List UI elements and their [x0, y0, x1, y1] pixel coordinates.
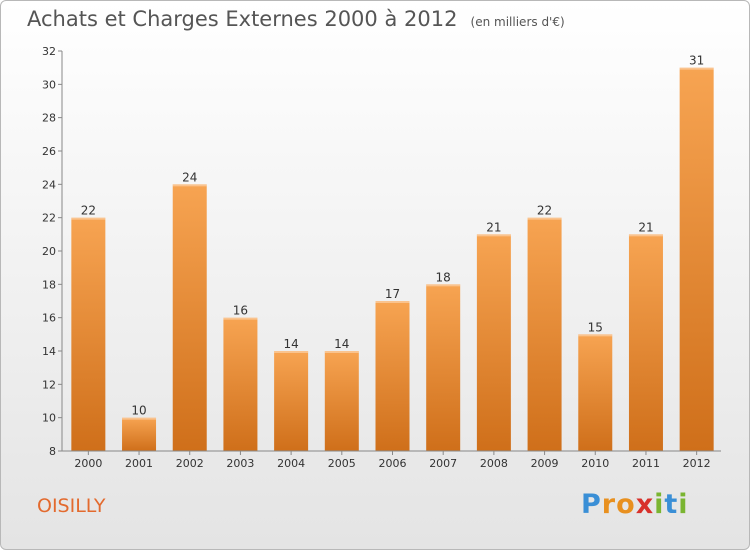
bar-2011 [628, 234, 663, 451]
bar-2006 [375, 301, 410, 451]
bar-2000 [71, 217, 106, 451]
logo-letter: t [664, 489, 679, 520]
y-tick-label: 16 [42, 312, 56, 325]
x-tick-label: 2004 [277, 457, 305, 470]
bar-value-label: 14 [283, 337, 298, 351]
chart-subtitle: (en milliers d'€) [470, 15, 565, 29]
bar-value-label: 31 [689, 54, 704, 68]
bar-value-label: 21 [638, 220, 653, 234]
x-tick-label: 2010 [581, 457, 609, 470]
bar-2010 [578, 334, 613, 451]
bar-2008 [476, 234, 511, 451]
y-tick-label: 8 [49, 445, 56, 458]
city-name: OISILLY [37, 495, 106, 517]
logo-letter: P [581, 489, 602, 520]
bar-value-label: 15 [588, 320, 603, 334]
y-tick-label: 14 [42, 345, 56, 358]
bar-value-label: 10 [131, 404, 146, 418]
bar-highlight [527, 217, 562, 220]
y-tick-label: 20 [42, 245, 56, 258]
bar-highlight [71, 217, 106, 220]
chart-title-row: Achats et Charges Externes 2000 à 2012 (… [27, 7, 565, 31]
x-tick-label: 2002 [176, 457, 204, 470]
bar-value-label: 16 [233, 304, 248, 318]
bar-value-label: 24 [182, 170, 197, 184]
bar-2012 [679, 67, 714, 452]
y-tick-label: 28 [42, 112, 56, 125]
bar-value-label: 22 [81, 204, 96, 218]
bar-2009 [527, 217, 562, 451]
bar-highlight [274, 351, 309, 353]
x-tick-label: 2007 [429, 457, 457, 470]
y-tick-label: 22 [42, 212, 56, 225]
y-tick-label: 30 [42, 78, 56, 91]
x-tick-label: 2009 [531, 457, 559, 470]
bar-highlight [426, 284, 461, 287]
bar-2001 [122, 417, 157, 451]
bar-2002 [172, 184, 207, 452]
y-tick-label: 10 [42, 412, 56, 425]
bar-highlight [122, 417, 157, 420]
x-tick-label: 2001 [125, 457, 153, 470]
bars: 22 10 24 16 14 14 17 18 21 22 15 21 31 [71, 54, 714, 452]
y-tick-label: 24 [42, 178, 56, 191]
bar-highlight [628, 234, 663, 237]
x-tick-label: 2000 [74, 457, 102, 470]
bar-highlight [324, 351, 359, 353]
bar-highlight [172, 184, 207, 187]
y-tick-label: 32 [42, 45, 56, 58]
y-tick-label: 26 [42, 145, 56, 158]
y-tick-label: 12 [42, 378, 56, 391]
x-axis: 2000 2001 2002 2003 2004 2005 2006 2007 2008 2009… [62, 450, 721, 470]
bar-value-label: 21 [486, 220, 501, 234]
x-tick-label: 2008 [480, 457, 508, 470]
bar-highlight [223, 317, 258, 320]
x-tick-label: 2012 [683, 457, 711, 470]
x-tick-label: 2005 [328, 457, 356, 470]
proxiti-logo[interactable]: Proxiti [581, 489, 689, 520]
logo-letter: i [654, 489, 665, 520]
logo-letter: i [678, 489, 689, 520]
x-tick-label: 2006 [379, 457, 407, 470]
bar-2005 [324, 351, 359, 451]
bar-highlight [476, 234, 511, 237]
logo-letter: x [635, 489, 655, 520]
y-tick-label: 18 [42, 278, 56, 291]
logo-letter: o [616, 489, 636, 520]
bar-value-label: 17 [385, 287, 400, 301]
bar-highlight [679, 67, 714, 70]
x-tick-label: 2011 [632, 457, 660, 470]
bar-highlight [578, 334, 613, 337]
logo-letter: r [601, 489, 617, 520]
chart-title: Achats et Charges Externes 2000 à 2012 [27, 7, 458, 31]
bar-2007 [426, 284, 461, 451]
bar-2003 [223, 317, 258, 451]
bar-value-label: 22 [537, 204, 552, 218]
y-axis: 8 10 12 14 16 18 20 22 24 26 28 30 32 [42, 45, 63, 458]
bar-2004 [274, 351, 309, 451]
bar-value-label: 18 [436, 270, 451, 284]
x-tick-label: 2003 [226, 457, 254, 470]
bar-value-label: 14 [334, 337, 349, 351]
bar-highlight [375, 301, 410, 303]
